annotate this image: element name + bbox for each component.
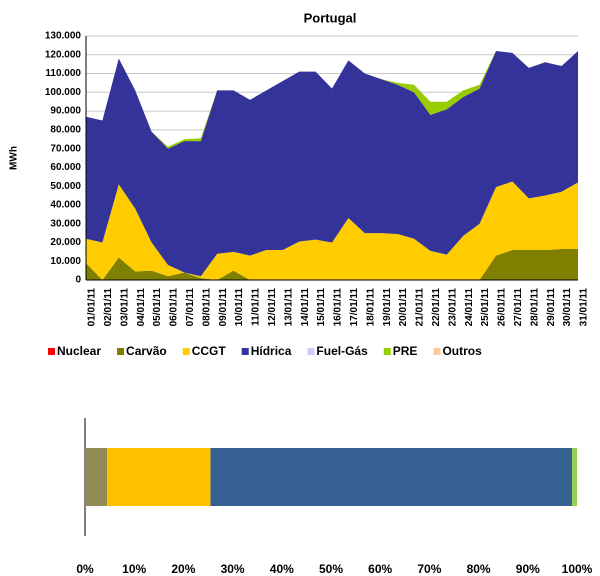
y-tick-label: 0 (75, 275, 81, 286)
legend-label: PRE (393, 344, 418, 358)
legend-swatch (433, 348, 441, 355)
legend-label: Fuel-Gás (316, 344, 368, 358)
x-tick-label: 0% (76, 562, 94, 576)
x-tick-label: 31/01/11 (579, 288, 590, 327)
x-tick-label: 30% (221, 562, 245, 576)
x-tick-label: 08/01/11 (201, 288, 212, 327)
y-tick-label: 40.000 (50, 200, 81, 211)
x-tick-label: 01/01/11 (87, 288, 98, 327)
x-tick-label: 15/01/11 (316, 288, 327, 327)
legend-swatch (383, 348, 391, 355)
chart-title: Portugal (304, 10, 357, 25)
y-tick-label: 130.000 (45, 31, 82, 42)
x-tick-label: 90% (516, 562, 540, 576)
legend-label: CCGT (192, 344, 227, 358)
x-tick-label: 19/01/11 (382, 288, 393, 327)
x-tick-label: 23/01/11 (447, 288, 458, 327)
y-tick-label: 50.000 (50, 181, 81, 192)
y-tick-label: 90.000 (50, 106, 81, 117)
y-tick-label: 100.000 (45, 87, 82, 98)
y-axis-label: MWh (9, 146, 20, 170)
area (86, 249, 578, 280)
x-tick-label: 20% (171, 562, 195, 576)
bar-segment (210, 448, 573, 506)
area (86, 51, 578, 277)
bar-segment (572, 448, 577, 506)
legend-swatch (48, 348, 55, 355)
y-tick-label: 30.000 (50, 218, 81, 229)
x-tick-label: 03/01/11 (119, 288, 130, 327)
x-tick-label: 70% (417, 562, 441, 576)
y-tick-label: 10.000 (50, 256, 81, 267)
bar-segment (85, 448, 108, 506)
y-tick-label: 60.000 (50, 162, 81, 173)
x-tick-label: 13/01/11 (283, 288, 294, 327)
y-tick-label: 120.000 (45, 49, 82, 60)
x-tick-label: 29/01/11 (546, 288, 557, 327)
x-tick-label: 10% (122, 562, 146, 576)
x-tick-label: 14/01/11 (300, 288, 311, 327)
legend-label: Nuclear (57, 344, 101, 358)
legend-label: Outros (442, 344, 482, 358)
x-tick-label: 04/01/11 (136, 288, 147, 327)
x-tick-label: 06/01/11 (169, 288, 180, 327)
x-tick-label: 12/01/11 (267, 288, 278, 327)
x-tick-label: 21/01/11 (415, 288, 426, 327)
x-tick-label: 11/01/11 (251, 288, 262, 326)
y-tick-label: 20.000 (50, 237, 81, 248)
x-tick-label: 28/01/11 (529, 288, 540, 327)
x-tick-label: 05/01/11 (152, 288, 163, 327)
x-tick-label: 07/01/11 (185, 288, 196, 327)
x-tick-label: 27/01/11 (513, 288, 524, 327)
x-tick-label: 09/01/11 (218, 288, 229, 327)
x-tick-label: 16/01/11 (333, 288, 344, 327)
y-tick-label: 70.000 (50, 143, 81, 154)
legend-label: Carvão (126, 344, 167, 358)
x-tick-label: 10/01/11 (234, 288, 245, 327)
x-tick-label: 17/01/11 (349, 288, 360, 327)
x-tick-label: 26/01/11 (497, 288, 508, 327)
y-tick-label: 80.000 (50, 124, 81, 135)
legend-swatch (241, 348, 249, 355)
legend-swatch (117, 348, 125, 355)
x-tick-label: 40% (270, 562, 294, 576)
x-tick-label: 20/01/11 (398, 288, 409, 327)
x-tick-label: 22/01/11 (431, 288, 442, 327)
bar-segment (107, 448, 211, 506)
area (86, 181, 578, 280)
x-tick-label: 100% (562, 562, 593, 576)
x-tick-label: 18/01/11 (365, 288, 376, 327)
legend-swatch (182, 348, 190, 355)
x-tick-label: 02/01/11 (103, 288, 114, 327)
x-tick-label: 80% (467, 562, 491, 576)
legend-swatch (307, 348, 315, 355)
x-tick-label: 50% (319, 562, 343, 576)
x-tick-label: 60% (368, 562, 392, 576)
legend-label: Hídrica (251, 344, 292, 358)
y-tick-label: 110.000 (45, 68, 81, 79)
x-tick-label: 30/01/11 (562, 288, 573, 327)
x-tick-label: 25/01/11 (480, 288, 491, 327)
x-tick-label: 24/01/11 (464, 288, 475, 327)
